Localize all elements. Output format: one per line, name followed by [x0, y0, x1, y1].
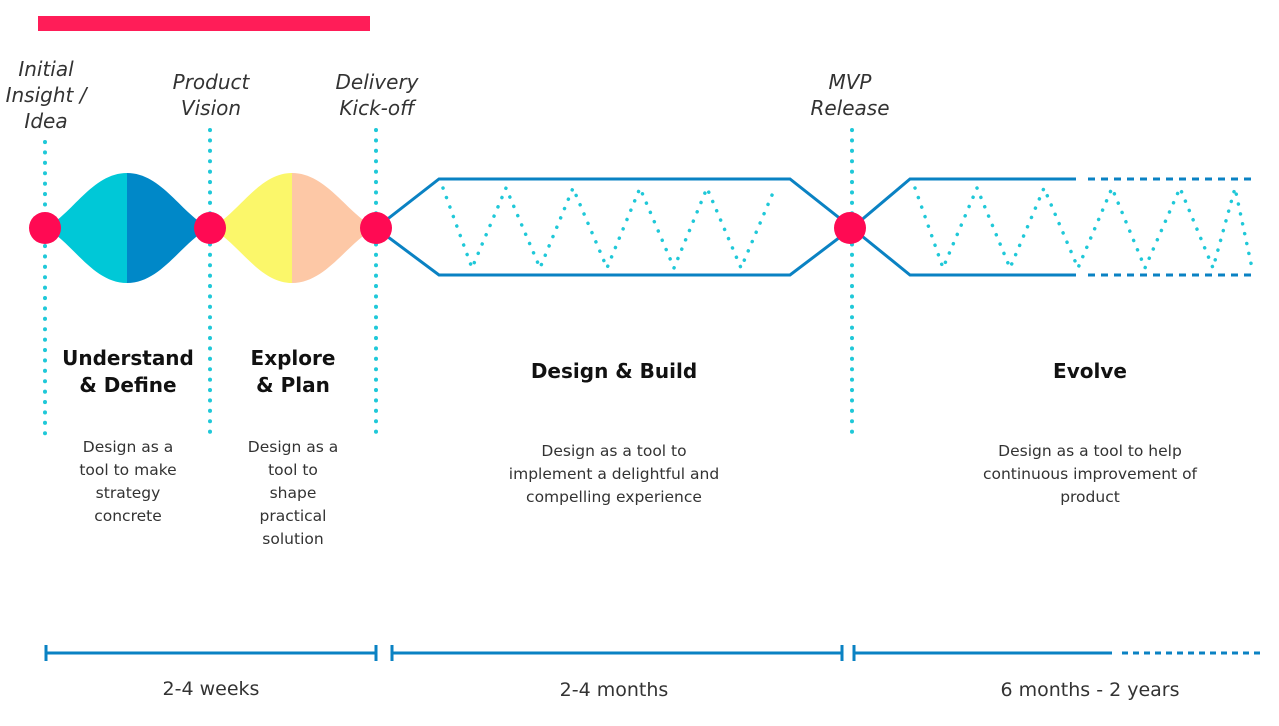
understand-shape-right	[127, 173, 210, 283]
phase-desc-build: Design as a tool to implement a delightf…	[508, 442, 720, 506]
milestone-label-vision: Product Vision	[172, 70, 250, 120]
phase-title-explore: Explore & Plan	[250, 346, 336, 397]
phase-title-evolve: Evolve	[1053, 359, 1127, 383]
build-hexagon	[373, 177, 855, 277]
phase-title-build: Design & Build	[530, 359, 698, 383]
milestone-dot-kickoff	[360, 212, 392, 244]
milestone-dot-idea	[29, 212, 61, 244]
duration-label-months: 2-4 months	[559, 679, 669, 701]
explore-shape-right	[292, 173, 376, 283]
understand-shape-left	[45, 173, 127, 283]
duration-label-years: 6 months - 2 years	[1000, 679, 1180, 701]
duration-bar-weeks	[44, 645, 378, 661]
milestone-label-mvp: MVP Release	[810, 70, 890, 120]
duration-label-weeks: 2-4 weeks	[162, 678, 260, 700]
milestone-label-idea: Initial Insight / Idea	[5, 57, 87, 133]
phase-title-understand: Understand & Define	[62, 346, 194, 397]
accent-bar	[38, 16, 370, 31]
duration-bar-months	[390, 645, 844, 661]
evolve-shape-solid	[849, 177, 1076, 277]
phase-desc-evolve: Design as a tool to help continuous impr…	[982, 442, 1198, 506]
phase-desc-understand: Design as a tool to make strategy concre…	[79, 438, 177, 525]
duration-bar-years	[852, 645, 1262, 661]
milestone-dot-mvp	[834, 212, 866, 244]
build-iteration-zigzag	[441, 183, 777, 273]
milestone-label-kickoff: Delivery Kick-off	[335, 70, 419, 120]
milestone-dot-vision	[194, 212, 226, 244]
explore-shape-left	[210, 173, 292, 283]
evolve-iteration-zigzag	[913, 183, 1254, 274]
phase-desc-explore: Design as a tool to shape practical solu…	[247, 438, 339, 548]
